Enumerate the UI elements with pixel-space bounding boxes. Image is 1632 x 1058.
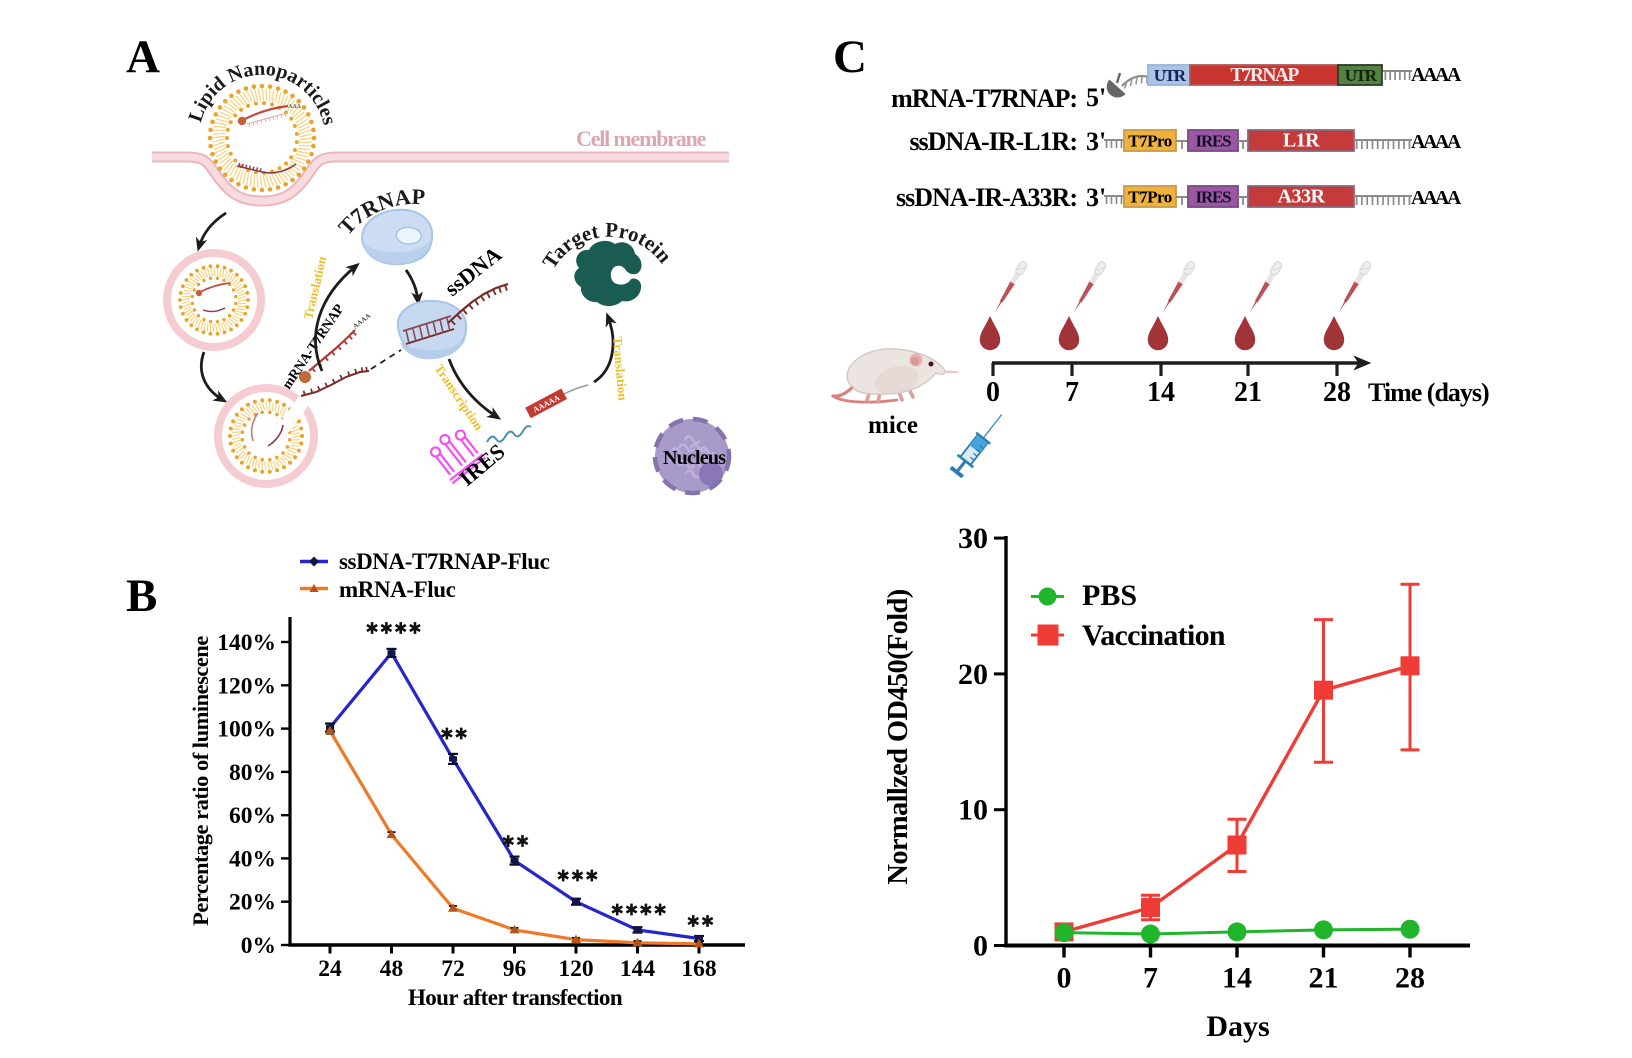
- svg-text:28: 28: [1395, 962, 1425, 995]
- svg-text:ssDNA-T7RNAP-Fluc: ssDNA-T7RNAP-Fluc: [339, 549, 550, 574]
- svg-text:Days: Days: [1206, 1010, 1269, 1043]
- svg-text:UTR: UTR: [1345, 66, 1378, 85]
- svg-text:Nucleus: Nucleus: [663, 447, 726, 469]
- svg-text:Translation: Translation: [610, 336, 631, 402]
- svg-text:T7Pro: T7Pro: [1128, 132, 1171, 151]
- svg-text:T7RNAP: T7RNAP: [1230, 65, 1299, 86]
- svg-text:Vaccination: Vaccination: [1082, 619, 1226, 652]
- svg-text:IRES: IRES: [1196, 188, 1232, 207]
- svg-text:80%: 80%: [229, 760, 276, 786]
- svg-text:5': 5': [1086, 83, 1106, 112]
- svg-text:14: 14: [1222, 962, 1252, 995]
- svg-text:Cell membrane: Cell membrane: [576, 126, 707, 151]
- svg-text:A: A: [126, 31, 160, 83]
- svg-text:0: 0: [973, 930, 988, 963]
- svg-text:20%: 20%: [229, 890, 276, 916]
- svg-text:B: B: [126, 570, 157, 622]
- svg-text:IRES: IRES: [1196, 132, 1232, 151]
- svg-text:140%: 140%: [217, 630, 276, 656]
- svg-text:20: 20: [958, 658, 988, 691]
- svg-text:14: 14: [1147, 377, 1175, 408]
- svg-text:L1R: L1R: [1283, 130, 1320, 152]
- svg-text:AAAA: AAAA: [1411, 131, 1462, 153]
- svg-text:3': 3': [1086, 183, 1106, 212]
- svg-text:7: 7: [1065, 377, 1079, 408]
- svg-text:60%: 60%: [229, 803, 276, 829]
- svg-text:30: 30: [958, 522, 988, 555]
- svg-text:UTR: UTR: [1154, 66, 1187, 85]
- svg-text:AAA: AAA: [288, 104, 302, 110]
- svg-text:ssDNA-IR-A33R:: ssDNA-IR-A33R:: [896, 183, 1077, 212]
- svg-text:Time (days): Time (days): [1368, 378, 1489, 407]
- svg-text:T7Pro: T7Pro: [1128, 188, 1171, 207]
- svg-text:144: 144: [620, 956, 656, 982]
- svg-text:C: C: [833, 31, 867, 83]
- svg-text:120%: 120%: [217, 673, 276, 699]
- svg-text:0: 0: [1057, 962, 1072, 995]
- svg-text:mRNA-T7RNAP:: mRNA-T7RNAP:: [891, 84, 1077, 113]
- svg-text:Hour after transfection: Hour after transfection: [408, 985, 623, 1010]
- svg-text:10: 10: [958, 794, 988, 827]
- svg-text:120: 120: [558, 956, 593, 982]
- svg-text:PBS: PBS: [1082, 579, 1137, 612]
- svg-text:A33R: A33R: [1278, 186, 1326, 208]
- svg-text:ssDNA-IR-L1R:: ssDNA-IR-L1R:: [909, 127, 1077, 156]
- svg-text:48: 48: [380, 956, 404, 982]
- svg-text:mRNA-Fluc: mRNA-Fluc: [339, 577, 456, 602]
- svg-text:Normallzed OD450(Fold): Normallzed OD450(Fold): [883, 589, 914, 884]
- svg-text:40%: 40%: [229, 846, 276, 872]
- svg-text:24: 24: [318, 956, 342, 982]
- svg-text:AAAA: AAAA: [1411, 64, 1462, 86]
- svg-text:72: 72: [441, 956, 465, 982]
- svg-text:Percentage ratio of luminescen: Percentage ratio of luminescene: [188, 636, 213, 926]
- svg-text:3': 3': [1086, 127, 1106, 156]
- svg-text:0: 0: [986, 377, 1000, 408]
- svg-text:21: 21: [1309, 962, 1339, 995]
- svg-text:0%: 0%: [241, 933, 276, 959]
- svg-text:28: 28: [1323, 377, 1351, 408]
- svg-text:7: 7: [1143, 962, 1158, 995]
- svg-text:100%: 100%: [217, 717, 276, 743]
- svg-text:168: 168: [681, 956, 716, 982]
- svg-text:mice: mice: [868, 412, 918, 439]
- svg-text:21: 21: [1234, 377, 1262, 408]
- svg-text:96: 96: [503, 956, 527, 982]
- svg-text:AAAA: AAAA: [1411, 187, 1462, 209]
